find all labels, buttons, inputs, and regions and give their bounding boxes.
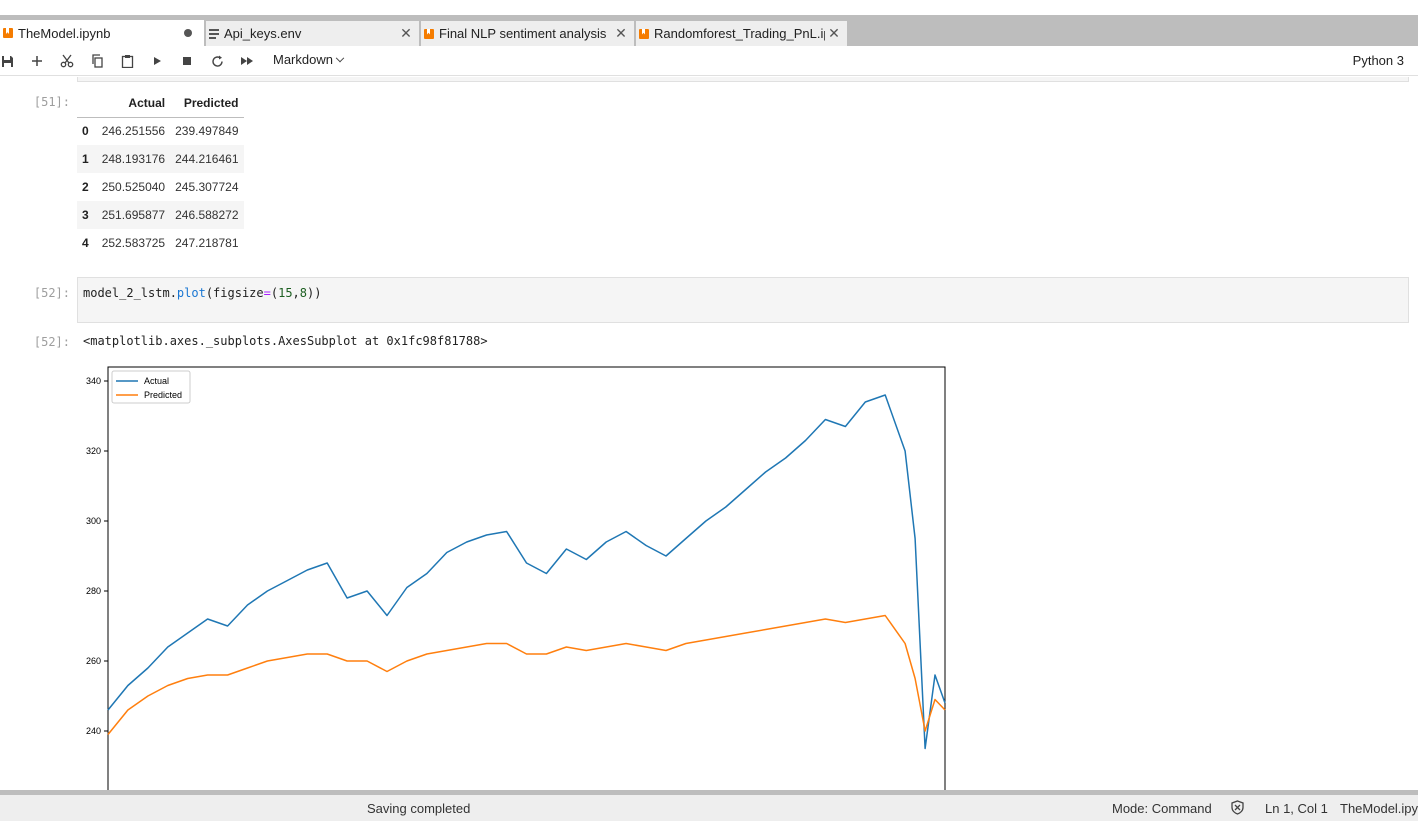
table-row: 1 248.193176 244.216461 — [77, 145, 244, 173]
cut-icon[interactable] — [56, 50, 78, 72]
close-icon[interactable]: ✕ — [400, 25, 412, 41]
row-index: 2 — [82, 180, 89, 194]
row-index: 3 — [82, 208, 89, 222]
table-row: 3 251.695877 246.588272 — [77, 201, 244, 229]
index-header — [77, 89, 97, 118]
add-cell-icon[interactable] — [26, 50, 48, 72]
paste-icon[interactable] — [116, 50, 138, 72]
table-row: 0 246.251556 239.497849 — [77, 117, 244, 145]
tab-label: Randomforest_Trading_PnL.ip — [654, 26, 825, 41]
series-line-actual — [107, 394, 946, 750]
code-comma: , — [292, 286, 300, 300]
restart-icon[interactable] — [206, 50, 228, 72]
code-number: 15 — [278, 286, 293, 300]
tab-label: TheModel.ipynb — [18, 25, 111, 41]
close-icon[interactable]: ✕ — [828, 25, 840, 41]
code-arg-name: (figsize — [205, 286, 264, 300]
row-index: 4 — [82, 236, 89, 250]
series-line-predicted — [107, 614, 946, 735]
row-index: 0 — [82, 124, 89, 139]
run-all-icon[interactable] — [236, 50, 258, 72]
actual-cell: 251.695877 — [101, 208, 166, 222]
status-mode[interactable]: Mode: Command — [1112, 801, 1212, 816]
table-header-row: Actual Predicted — [77, 89, 244, 118]
y-tick-label: 340 — [86, 376, 101, 386]
table-row: 2 250.525040 245.307724 — [77, 173, 244, 201]
stop-icon[interactable] — [176, 50, 198, 72]
output-prompt-51: [51]: — [33, 95, 70, 109]
code-paren: ( — [270, 286, 279, 300]
y-tick-label: 280 — [86, 586, 101, 596]
code-object: model_2_lstm. — [83, 286, 177, 300]
code-cell-editor[interactable]: model_2_lstm.plot(figsize=(15,8)) — [77, 277, 1409, 323]
cell-type-value: Markdown — [273, 52, 333, 67]
status-filename: TheModel.ipy — [1340, 801, 1418, 816]
actual-cell: 248.193176 — [101, 152, 166, 166]
tab-api-keys[interactable]: Api_keys.env ✕ — [206, 21, 420, 46]
text-file-icon — [209, 28, 219, 39]
notebook-content[interactable]: [51]: Actual Predicted 0 246.251556 239.49… — [0, 77, 1418, 790]
cell-type-dropdown[interactable]: Markdown — [273, 52, 345, 67]
kernel-name[interactable]: Python 3 — [1352, 53, 1404, 68]
line-chart: 240 260 280 300 320 340 Actual Predicted — [86, 366, 946, 790]
notebook-toolbar: Markdown Python 3 — [0, 46, 1418, 76]
column-header: Actual — [96, 89, 171, 118]
tab-themodel[interactable]: TheModel.ipynb — [0, 20, 205, 46]
tab-randomforest[interactable]: Randomforest_Trading_PnL.ip ✕ — [636, 21, 848, 46]
status-bar: Saving completed Mode: Command Ln 1, Col… — [0, 790, 1418, 821]
chevron-down-icon — [335, 53, 345, 63]
actual-cell: 246.251556 — [101, 124, 166, 139]
code-function: plot — [176, 286, 206, 300]
row-index: 1 — [82, 152, 89, 166]
dataframe-output: Actual Predicted 0 246.251556 239.497849 1… — [77, 89, 244, 257]
notebook-icon — [639, 28, 649, 39]
notebook-icon — [3, 28, 13, 38]
column-header: Predicted — [170, 89, 244, 118]
actual-cell: 252.583725 — [101, 236, 166, 250]
unsaved-dot-icon[interactable] — [184, 29, 192, 37]
plot-axes-frame — [107, 366, 946, 790]
actual-cell: 250.525040 — [101, 180, 166, 194]
tab-label: Api_keys.env — [224, 26, 302, 41]
table-row: 4 252.583725 247.218781 — [77, 229, 244, 257]
legend-label: Predicted — [144, 390, 182, 400]
run-icon[interactable] — [146, 50, 168, 72]
y-tick-label: 240 — [86, 726, 101, 736]
close-icon[interactable]: ✕ — [615, 25, 627, 41]
y-tick-label: 300 — [86, 516, 101, 526]
copy-icon[interactable] — [86, 50, 108, 72]
predicted-cell: 247.218781 — [175, 236, 239, 250]
cursor-position[interactable]: Ln 1, Col 1 — [1265, 801, 1328, 816]
code-operator: = — [263, 286, 271, 300]
tab-final-nlp[interactable]: Final NLP sentiment analysis ✕ — [421, 21, 635, 46]
output-repr-text: <matplotlib.axes._subplots.AxesSubplot a… — [83, 334, 488, 348]
input-prompt-52: [52]: — [33, 286, 70, 300]
predicted-cell: 244.216461 — [175, 152, 239, 166]
predicted-cell: 239.497849 — [175, 124, 239, 139]
tab-bar: TheModel.ipynb Api_keys.env ✕ Final NLP … — [0, 15, 1418, 46]
output-prompt-52: [52]: — [33, 335, 70, 349]
predicted-cell: 245.307724 — [175, 180, 239, 194]
tab-label: Final NLP sentiment analysis — [439, 26, 607, 41]
notebook-icon — [424, 28, 434, 39]
bug-icon[interactable] — [1230, 800, 1245, 818]
predicted-cell: 246.588272 — [175, 208, 239, 222]
code-number: 8 — [299, 286, 308, 300]
y-tick-label: 320 — [86, 446, 101, 456]
y-tick-label: 260 — [86, 656, 101, 666]
top-strip — [0, 0, 1418, 15]
code-paren: )) — [307, 286, 322, 300]
status-message: Saving completed — [367, 801, 471, 816]
previous-cell-edge — [77, 77, 1409, 82]
save-icon[interactable] — [0, 50, 18, 72]
legend-label: Actual — [144, 376, 169, 386]
